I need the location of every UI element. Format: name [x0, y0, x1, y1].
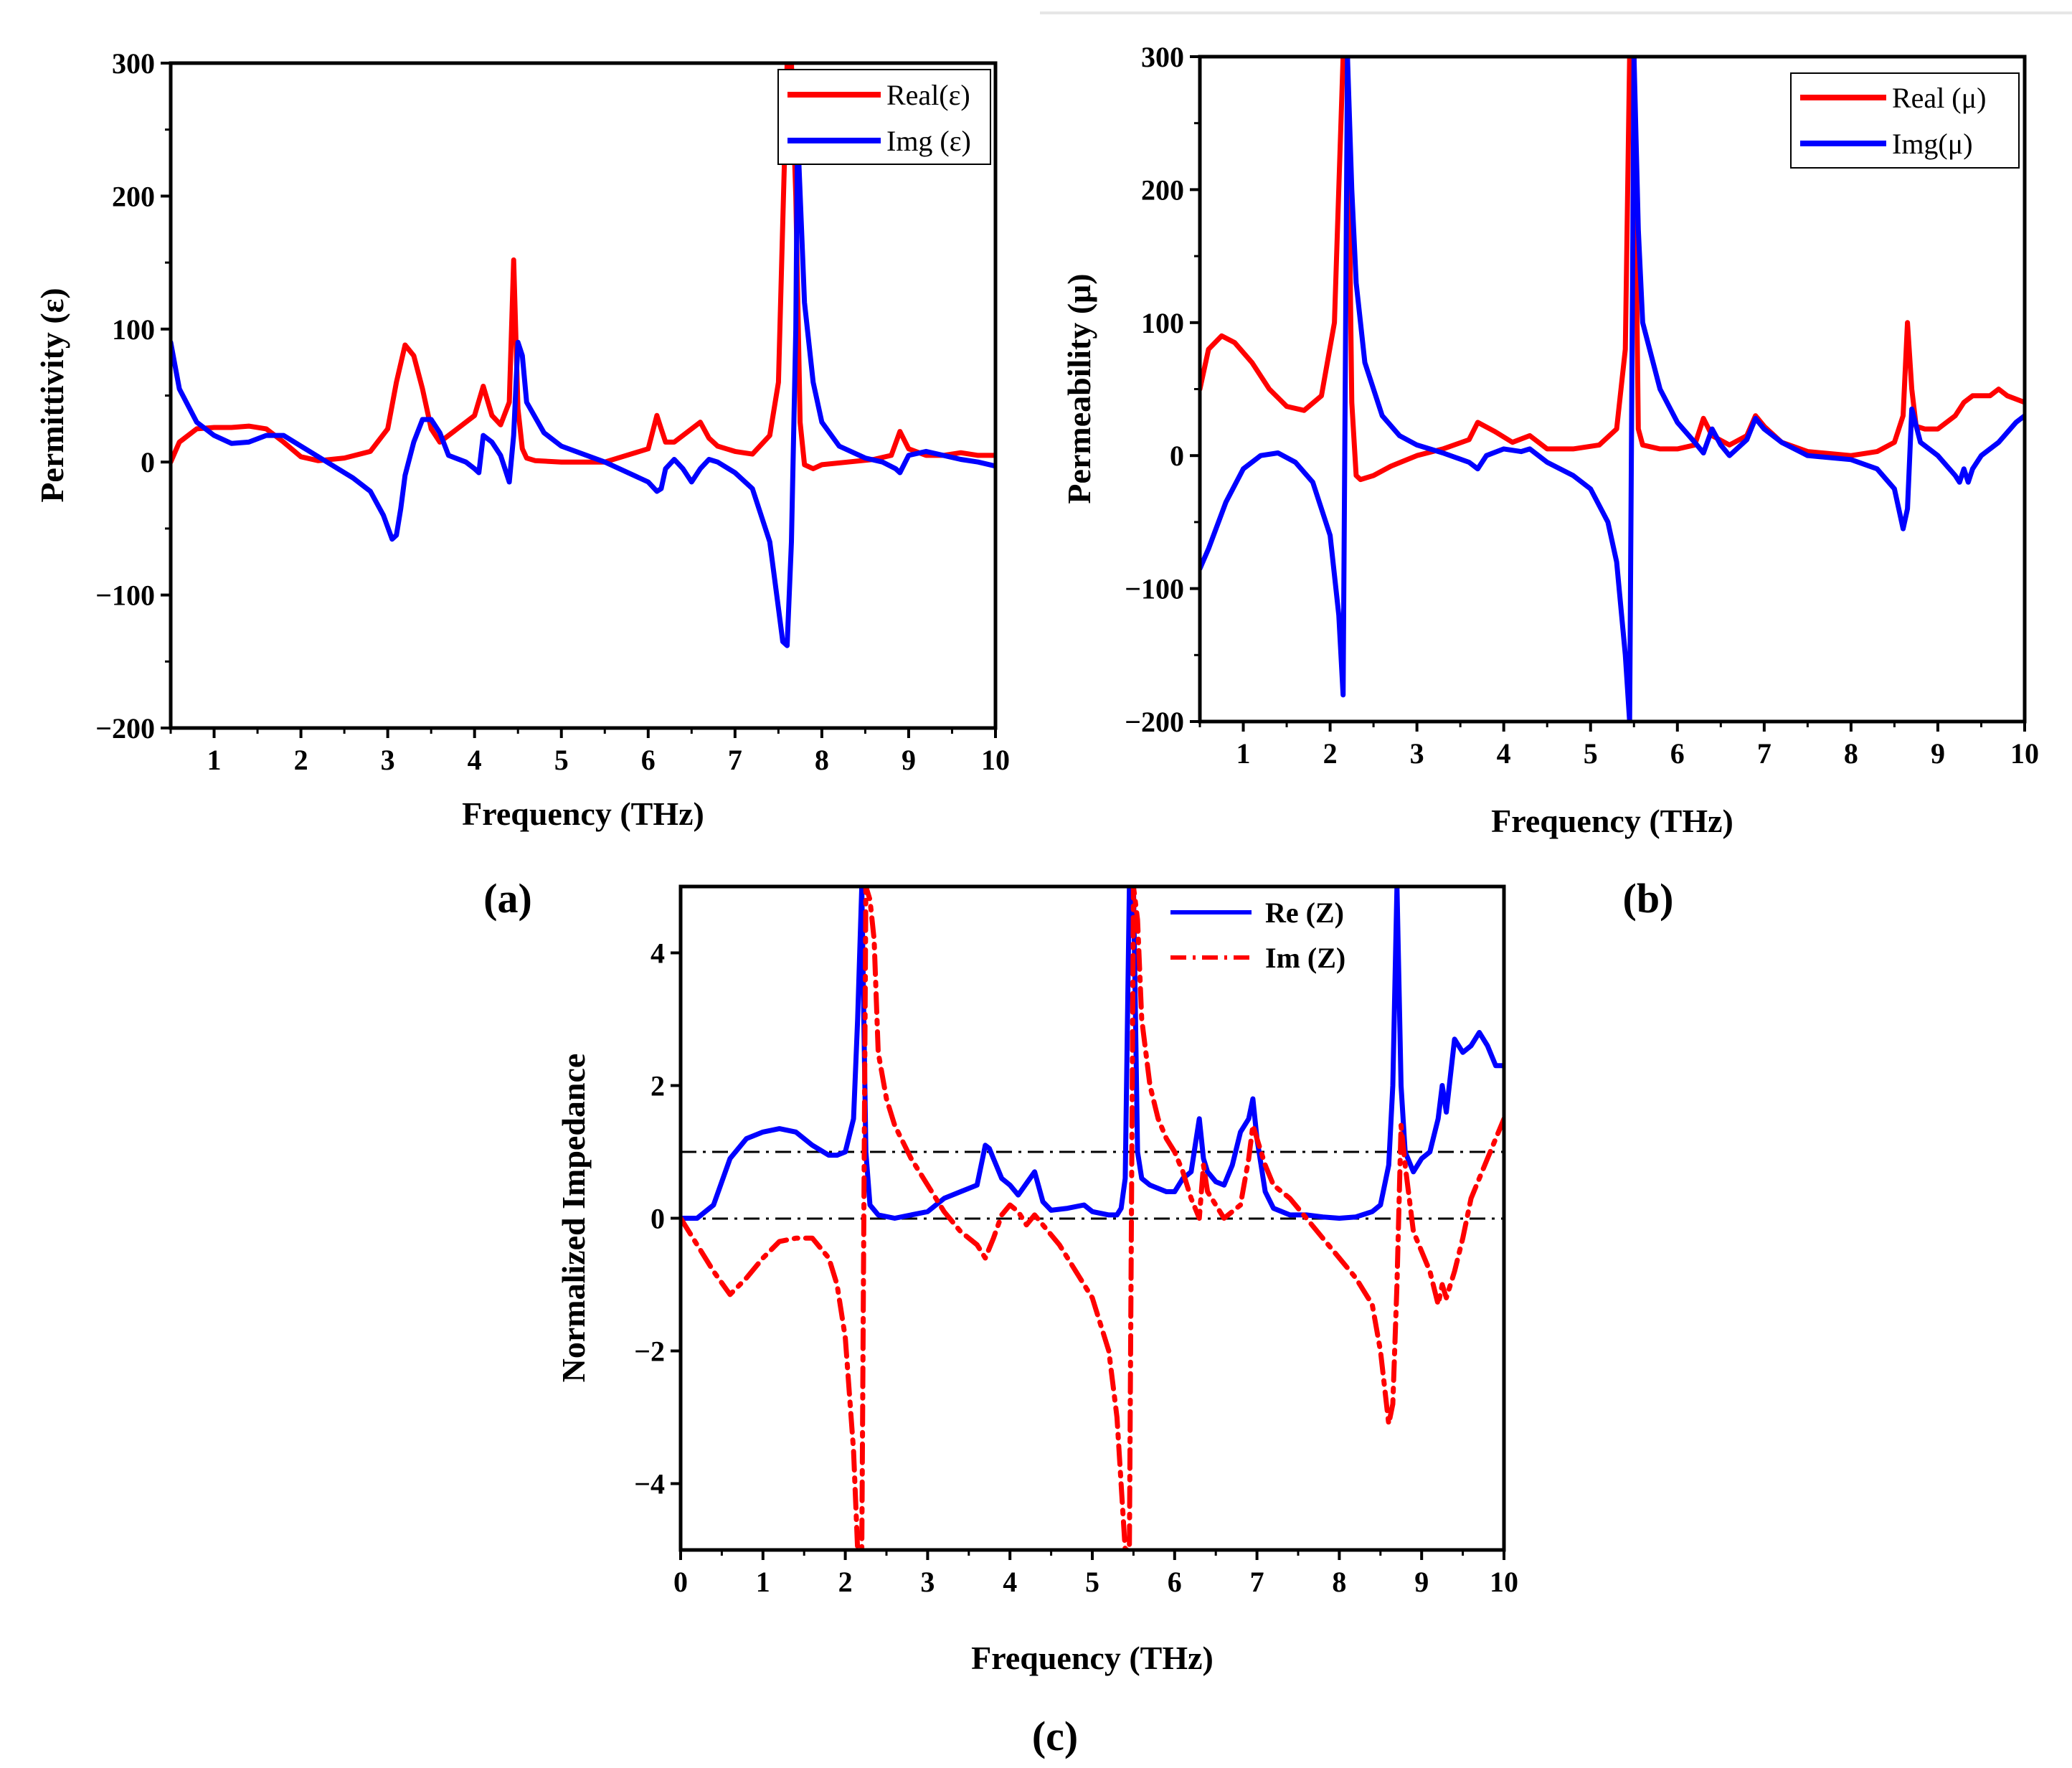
- y-axis-title-b: Permeability (μ): [1061, 273, 1097, 504]
- y-axis-c: −4 −2 0 2 4: [634, 937, 681, 1500]
- series-line-c-0: [681, 887, 1504, 1221]
- y-axis-title-a: Permittivity (ε): [34, 288, 70, 502]
- y-tick-label-b-4: 200: [1141, 174, 1184, 206]
- y-tick-label-b-3: 100: [1141, 307, 1184, 339]
- plot-area-c: [681, 887, 1504, 1550]
- x-tick-label-c-0: 0: [673, 1566, 688, 1598]
- y-tick-label-b-5: 300: [1141, 41, 1184, 73]
- x-axis-title-b: Frequency (THz): [1491, 803, 1733, 839]
- legend-label-img-mu: Img(μ): [1892, 128, 1973, 160]
- chart-panel-b: 1 2 3 4 5 6 7 8 9 10 −200 −100 0 100 200 300 Frequency…: [1061, 41, 2039, 922]
- legend-label-real-eps: Real(ε): [886, 79, 970, 111]
- x-tick-label-b-3: 4: [1497, 737, 1511, 770]
- x-tick-label-a-6: 7: [728, 744, 742, 776]
- chart-panel-a: 1 2 3 4 5 6 7 8 9 10 −200 −100 0 100 200 300 Frequency…: [34, 47, 1010, 922]
- y-axis-b: −200 −100 0 100 200 300: [1125, 41, 1200, 738]
- y-tick-label-b-2: 0: [1170, 440, 1184, 472]
- y-tick-label-c-2: 0: [651, 1203, 665, 1235]
- series-line-a-1: [171, 127, 995, 648]
- legend-label-re-z: Re (Z): [1265, 897, 1344, 929]
- legend-c: Re (Z) Im (Z): [1170, 897, 1345, 974]
- x-tick-label-c-6: 6: [1168, 1566, 1182, 1598]
- plot-area-a: [171, 63, 995, 648]
- x-tick-label-a-3: 4: [468, 744, 482, 776]
- x-tick-label-b-9: 10: [2010, 737, 2039, 770]
- y-tick-label-c-1: −2: [634, 1336, 665, 1368]
- x-tick-label-b-8: 9: [1931, 737, 1945, 770]
- x-axis-title-c: Frequency (THz): [971, 1640, 1214, 1676]
- panel-label-c: (c): [1032, 1713, 1078, 1759]
- y-tick-label-b-0: −200: [1125, 706, 1184, 738]
- y-tick-label-c-4: 4: [651, 937, 665, 970]
- chart-panel-c: 0 1 2 3 4 5 6 7 8 9 10 −4 −2 0 2 4 Frequency (THz) Nor…: [555, 884, 1518, 1759]
- x-tick-label-c-5: 5: [1085, 1566, 1099, 1598]
- x-tick-label-a-7: 8: [815, 744, 829, 776]
- panel-label-b: (b): [1623, 875, 1674, 922]
- x-tick-label-c-3: 3: [920, 1566, 935, 1598]
- y-tick-label-a-1: −100: [95, 580, 155, 612]
- legend-box-a: [777, 69, 991, 165]
- x-tick-label-c-1: 1: [756, 1566, 770, 1598]
- y-tick-label-a-4: 200: [112, 180, 155, 212]
- legend-label-real-mu: Real (μ): [1892, 82, 1986, 114]
- x-tick-label-b-2: 3: [1410, 737, 1424, 770]
- x-tick-label-b-4: 5: [1584, 737, 1598, 770]
- x-tick-label-a-8: 9: [902, 744, 916, 776]
- y-tick-label-c-0: −4: [634, 1468, 665, 1500]
- y-axis-title-c: Normalized Impedance: [555, 1054, 592, 1383]
- x-tick-label-c-8: 8: [1332, 1566, 1346, 1598]
- legend-box-b: [1790, 72, 2020, 169]
- x-tick-label-a-0: 1: [207, 744, 222, 776]
- y-tick-label-c-3: 2: [651, 1070, 665, 1102]
- legend-label-im-z: Im (Z): [1265, 942, 1345, 974]
- x-tick-label-b-6: 7: [1757, 737, 1771, 770]
- x-axis-b: 1 2 3 4 5 6 7 8 9 10: [1198, 722, 2039, 770]
- y-tick-label-a-0: −200: [95, 712, 155, 744]
- y-tick-label-a-2: 0: [141, 446, 155, 478]
- x-tick-label-b-0: 1: [1236, 737, 1251, 770]
- x-tick-label-a-1: 2: [294, 744, 308, 776]
- x-axis-c: 0 1 2 3 4 5 6 7 8 9 10: [673, 1550, 1518, 1598]
- series-line-c-1: [681, 887, 1504, 1550]
- series-line-b-0: [1200, 57, 2025, 483]
- x-tick-label-c-9: 9: [1414, 1566, 1429, 1598]
- legend-b: Real (μ) Img(μ): [1790, 72, 2020, 169]
- x-tick-label-a-2: 3: [381, 744, 395, 776]
- y-tick-label-a-3: 100: [112, 313, 155, 346]
- x-axis-a: 1 2 3 4 5 6 7 8 9 10: [169, 728, 1010, 776]
- x-tick-label-b-7: 8: [1844, 737, 1858, 770]
- panel-label-a: (a): [483, 875, 532, 922]
- x-tick-label-a-9: 10: [981, 744, 1010, 776]
- x-tick-label-a-4: 5: [554, 744, 569, 776]
- y-tick-label-b-1: −100: [1125, 573, 1184, 605]
- x-tick-label-c-7: 7: [1250, 1566, 1264, 1598]
- y-axis-a: −200 −100 0 100 200 300: [95, 47, 171, 744]
- legend-a: Real(ε) Img (ε): [777, 69, 991, 165]
- x-tick-label-b-1: 2: [1323, 737, 1338, 770]
- x-tick-label-c-2: 2: [838, 1566, 853, 1598]
- x-tick-label-c-10: 10: [1490, 1566, 1518, 1598]
- x-tick-label-c-4: 4: [1003, 1566, 1017, 1598]
- y-tick-label-a-5: 300: [112, 47, 155, 80]
- series-line-b-1: [1200, 57, 2025, 722]
- x-tick-label-a-5: 6: [641, 744, 656, 776]
- x-tick-label-b-5: 6: [1670, 737, 1685, 770]
- legend-label-img-eps: Img (ε): [886, 125, 971, 157]
- x-axis-title-a: Frequency (THz): [462, 795, 704, 832]
- plot-area-b: [1200, 57, 2025, 722]
